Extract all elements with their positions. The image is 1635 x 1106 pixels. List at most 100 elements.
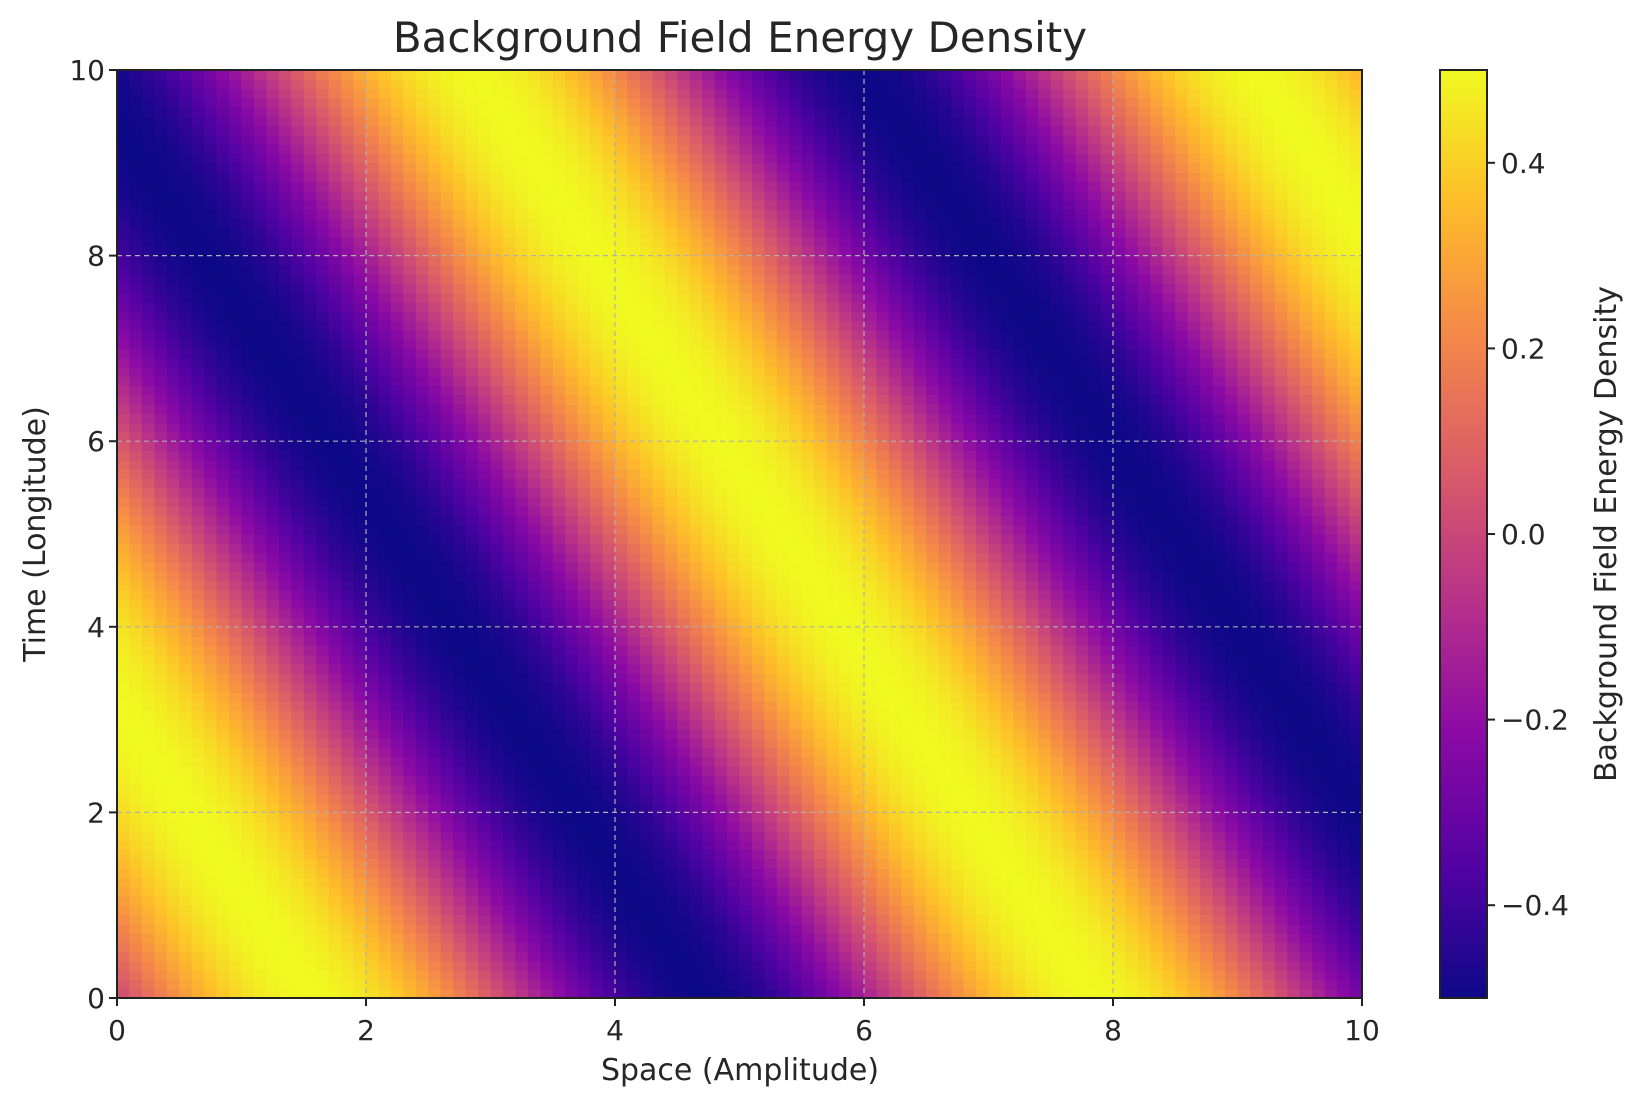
heatmap-cell <box>1299 858 1313 869</box>
heatmap-cell <box>1287 886 1301 897</box>
heatmap-cell <box>328 561 342 572</box>
heatmap-cell <box>117 923 131 934</box>
heatmap-cell <box>1225 571 1239 581</box>
heatmap-cell <box>415 849 429 860</box>
heatmap-cell <box>527 793 541 804</box>
heatmap-cell <box>988 719 1002 730</box>
heatmap-cell <box>577 728 591 739</box>
heatmap-cell <box>714 951 728 962</box>
heatmap-cell <box>1175 673 1189 684</box>
heatmap-cell <box>602 589 616 600</box>
heatmap-cell <box>179 821 193 832</box>
heatmap-cell <box>291 877 305 888</box>
heatmap-cell <box>876 636 890 646</box>
heatmap-cell <box>1137 719 1151 730</box>
heatmap-cell <box>316 589 330 600</box>
heatmap-cell <box>639 812 653 823</box>
heatmap-cell <box>415 580 429 591</box>
heatmap-cell <box>1312 645 1326 656</box>
heatmap-cell <box>465 803 479 813</box>
heatmap-cell <box>341 719 355 730</box>
heatmap-cell <box>229 682 243 693</box>
heatmap-cell <box>166 561 180 572</box>
heatmap-cell <box>241 960 255 971</box>
heatmap-cell <box>1237 552 1251 563</box>
heatmap-cell <box>826 598 840 609</box>
heatmap-cell <box>1187 728 1201 739</box>
chart-title: Background Field Energy Density <box>393 13 1087 62</box>
heatmap-cell <box>478 738 492 749</box>
heatmap-cell <box>1100 988 1114 999</box>
heatmap-cell <box>876 830 890 841</box>
heatmap-cell <box>976 914 990 925</box>
heatmap-cell <box>1013 654 1027 665</box>
heatmap-cell <box>1038 571 1052 581</box>
heatmap-cell <box>901 960 915 971</box>
heatmap-cell <box>1324 970 1338 981</box>
heatmap-cell <box>141 626 155 637</box>
heatmap-cell <box>390 793 404 804</box>
heatmap-cell <box>502 951 516 962</box>
heatmap-cell <box>1150 617 1164 628</box>
heatmap-cell <box>253 663 267 674</box>
heatmap-cell <box>154 914 168 925</box>
heatmap-cell <box>266 589 280 600</box>
heatmap-cell <box>478 682 492 693</box>
heatmap-cell <box>988 840 1002 851</box>
heatmap-cell <box>639 747 653 758</box>
heatmap-cell <box>1200 979 1214 990</box>
heatmap-cell <box>378 858 392 869</box>
heatmap-cell <box>988 905 1002 916</box>
heatmap-cell <box>776 784 790 795</box>
heatmap-cell <box>602 598 616 609</box>
heatmap-cell <box>615 580 629 591</box>
heatmap-cell <box>1075 923 1089 934</box>
heatmap-cell <box>1125 951 1139 962</box>
heatmap-cell <box>926 710 940 721</box>
heatmap-cell <box>814 775 828 786</box>
heatmap-cell <box>727 580 741 591</box>
heatmap-cell <box>913 886 927 897</box>
heatmap-cell <box>664 933 678 943</box>
heatmap-cell <box>154 756 168 767</box>
heatmap-cell <box>465 747 479 758</box>
heatmap-cell <box>141 775 155 786</box>
heatmap-cell <box>951 868 965 878</box>
heatmap-cell <box>938 663 952 674</box>
heatmap-cell <box>328 914 342 925</box>
heatmap-cell <box>179 543 193 554</box>
heatmap-cell <box>1175 636 1189 646</box>
heatmap-cell <box>502 868 516 878</box>
heatmap-cell <box>390 543 404 554</box>
heatmap-cell <box>1038 830 1052 841</box>
heatmap-cell <box>851 988 865 999</box>
heatmap-cell <box>1025 942 1039 953</box>
heatmap-cell <box>1113 710 1127 721</box>
heatmap-cell <box>129 784 143 795</box>
heatmap-cell <box>316 552 330 563</box>
heatmap-cell <box>839 895 853 906</box>
heatmap-cell <box>502 905 516 916</box>
heatmap-cell <box>1187 988 1201 999</box>
heatmap-cell <box>428 951 442 962</box>
heatmap-cell <box>1249 571 1263 581</box>
heatmap-cell <box>415 663 429 674</box>
heatmap-cell <box>465 784 479 795</box>
heatmap-cell <box>976 580 990 591</box>
heatmap-cell <box>415 905 429 916</box>
heatmap-cell <box>1225 821 1239 832</box>
heatmap-cell <box>714 682 728 693</box>
heatmap-cell <box>341 886 355 897</box>
heatmap-cell <box>901 933 915 943</box>
heatmap-cell <box>1175 738 1189 749</box>
heatmap-cell <box>1050 886 1064 897</box>
heatmap-cell <box>515 766 529 776</box>
heatmap-cell <box>1262 654 1276 665</box>
heatmap-cell <box>764 840 778 851</box>
heatmap-cell <box>839 905 853 916</box>
heatmap-cell <box>502 571 516 581</box>
heatmap-cell <box>490 617 504 628</box>
heatmap-cell <box>826 645 840 656</box>
heatmap-cell <box>565 663 579 674</box>
heatmap-cell <box>390 645 404 656</box>
